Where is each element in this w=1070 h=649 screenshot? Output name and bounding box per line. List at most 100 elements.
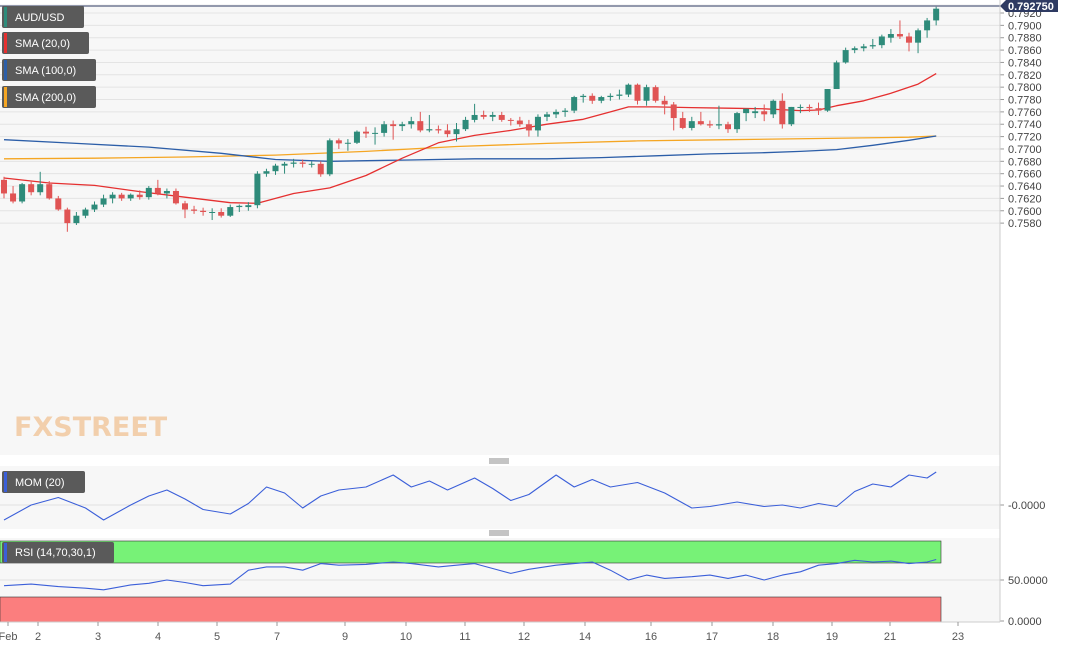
candle-body (688, 121, 695, 128)
sma100-line (3, 135, 937, 162)
x-tick-label: 3 (95, 631, 101, 643)
candle-body (788, 106, 795, 125)
candle-body (453, 129, 460, 135)
candle-body (263, 171, 270, 174)
main-y-tick-label: 0.7620 (1008, 193, 1042, 205)
main-y-tick-label: 0.7880 (1008, 33, 1042, 45)
momentum-pane-bg (0, 466, 1000, 529)
candle-body (335, 140, 342, 144)
candle-body (589, 95, 596, 101)
candle-body (878, 36, 885, 46)
rsi-y-tick-0: 0.0000 (1008, 616, 1042, 628)
candle-body (625, 84, 632, 95)
candle-body (770, 100, 777, 115)
candle-body (290, 162, 297, 164)
x-tick-label: 21 (884, 631, 896, 643)
legend-sma100[interactable]: SMA (100,0) (2, 59, 96, 81)
candle-body (37, 184, 44, 193)
candle-body (426, 129, 433, 131)
main-y-tick-label: 0.7760 (1008, 107, 1042, 119)
main-y-tick-label: 0.7680 (1008, 156, 1042, 168)
candle-body (580, 95, 587, 98)
legend-rsi-label: RSI (14,70,30,1) (15, 547, 96, 559)
x-tick-label: 23 (952, 631, 964, 643)
candle-body (444, 130, 451, 135)
rsi-line (3, 558, 937, 591)
x-tick-label: 2 (35, 631, 41, 643)
legend-sma200-swatch (4, 87, 7, 107)
candle-body (163, 190, 170, 194)
pane-splitter-1[interactable] (489, 458, 509, 464)
candle-body (598, 97, 605, 101)
x-tick-label: 18 (767, 631, 779, 643)
candle-body (924, 20, 931, 31)
main-y-tick-label: 0.7860 (1008, 45, 1042, 57)
candle-body (480, 114, 487, 117)
candle-body (842, 50, 849, 63)
candle-body (281, 163, 288, 166)
candle-body (46, 184, 53, 199)
candle-body (326, 140, 333, 175)
candle-body (507, 119, 514, 121)
candle-body (906, 36, 912, 43)
x-tick-label: 4 (155, 631, 161, 643)
pane-splitter-2[interactable] (489, 530, 509, 536)
last-price-badge: 0.792750 (1000, 0, 1058, 13)
x-axis: Feb 2 3 4 5 7 9 10 11 12 14 16 17 18 19 21 23 (0, 622, 964, 643)
rsi-y-tick-50: 50.0000 (1008, 575, 1048, 587)
main-y-tick-label: 0.7720 (1008, 132, 1042, 144)
candles-layer (1, 6, 940, 232)
candle-body (308, 163, 315, 165)
candle-body (55, 198, 62, 210)
legend-rsi[interactable]: RSI (14,70,30,1) (2, 542, 114, 563)
candle-body (353, 131, 360, 143)
candle-body (516, 120, 523, 125)
candle-body (697, 121, 704, 125)
main-y-axis: 0.79200.79000.78800.78600.78400.78200.78… (1000, 8, 1042, 230)
sma20-line (3, 73, 937, 204)
candle-body (643, 87, 650, 101)
main-y-tick-label: 0.7840 (1008, 57, 1042, 69)
sma100-layer (3, 135, 937, 162)
candle-body (417, 121, 424, 131)
candle-body (109, 194, 116, 199)
candle-body (10, 193, 17, 202)
candle-body (172, 190, 179, 204)
candle-body (752, 111, 759, 114)
main-y-tick-label: 0.7900 (1008, 20, 1042, 32)
last-price-label: 0.792750 (1008, 1, 1054, 13)
candle-body (236, 205, 243, 208)
main-y-tick-label: 0.7600 (1008, 206, 1042, 218)
legend-instrument-swatch (4, 7, 7, 27)
candle-body (933, 8, 940, 21)
legend-sma20[interactable]: SMA (20,0) (2, 32, 89, 54)
candle-body (317, 163, 324, 175)
sma200-line (3, 135, 937, 160)
candle-body (28, 184, 35, 193)
rsi-layer (3, 558, 937, 591)
candle-body (200, 210, 207, 212)
candle-body (127, 194, 134, 199)
x-tick-label: 11 (459, 631, 470, 643)
candle-body (136, 194, 143, 198)
candle-body (725, 124, 731, 130)
rsi-overbought-zone (0, 540, 942, 564)
legend-sma200[interactable]: SMA (200,0) (2, 86, 96, 108)
candle-body (227, 207, 234, 216)
candle-body (607, 95, 614, 98)
candle-body (390, 124, 397, 127)
candle-body (544, 114, 550, 117)
candle-body (191, 209, 198, 211)
candle-body (82, 209, 89, 216)
candle-body (797, 106, 804, 108)
candle-body (806, 106, 813, 109)
momentum-y-tick: -0.0000 (1008, 500, 1045, 512)
legend-momentum[interactable]: MOM (20) (2, 471, 85, 493)
candle-body (706, 124, 713, 126)
rsi-oversold-zone (0, 596, 942, 623)
legend-instrument[interactable]: AUD/USD (2, 6, 84, 28)
candle-body (824, 89, 831, 111)
sma200-layer (3, 135, 937, 160)
candle-body (851, 48, 858, 51)
candle-body (652, 87, 659, 101)
